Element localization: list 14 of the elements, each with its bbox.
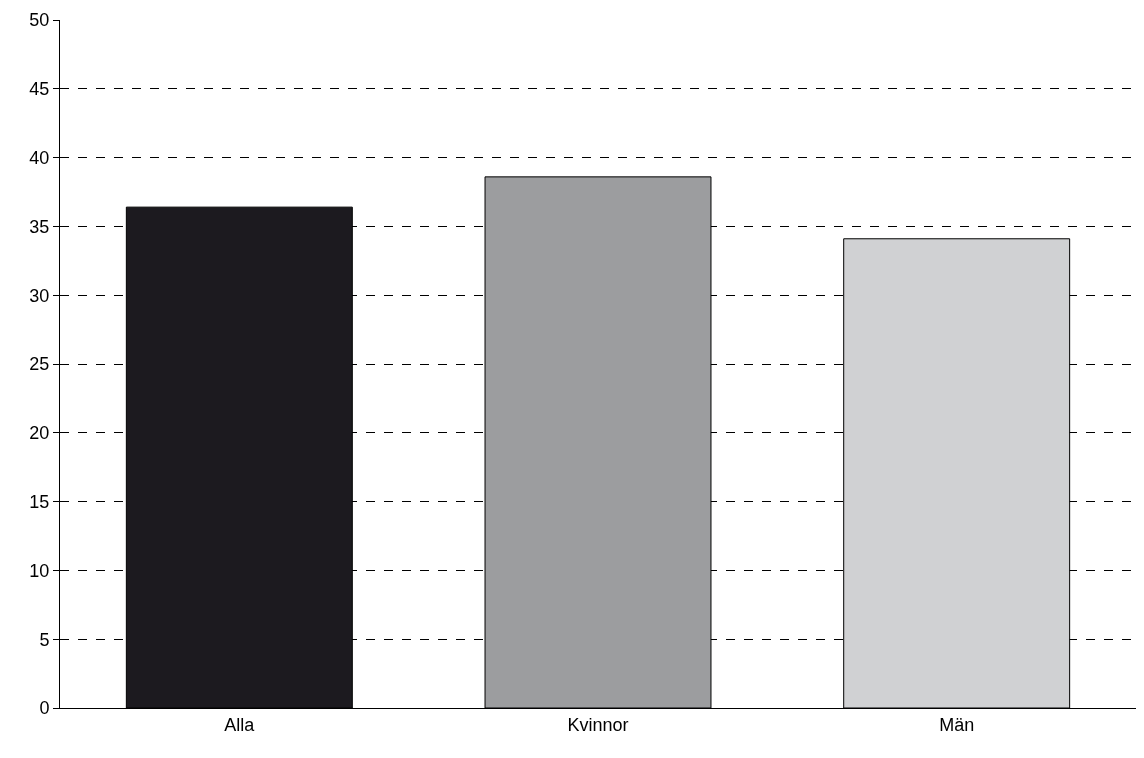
y-tick-label: 30 [29,285,50,306]
y-tick-label: 20 [29,423,50,444]
y-tick-label: 50 [29,10,50,31]
x-tick-label: Alla [224,714,256,735]
y-tick-label: 0 [39,698,50,719]
y-tick-label: 5 [39,629,50,650]
y-tick-label: 15 [29,491,50,512]
y-tick-label: 35 [29,216,50,237]
y-tick-label: 40 [29,147,50,168]
x-tick-label: Kvinnor [567,714,629,735]
y-tick-label: 25 [29,354,50,375]
y-tick-label: 10 [29,560,50,581]
x-tick-label: Män [939,714,975,735]
y-tick-label: 45 [29,79,50,100]
